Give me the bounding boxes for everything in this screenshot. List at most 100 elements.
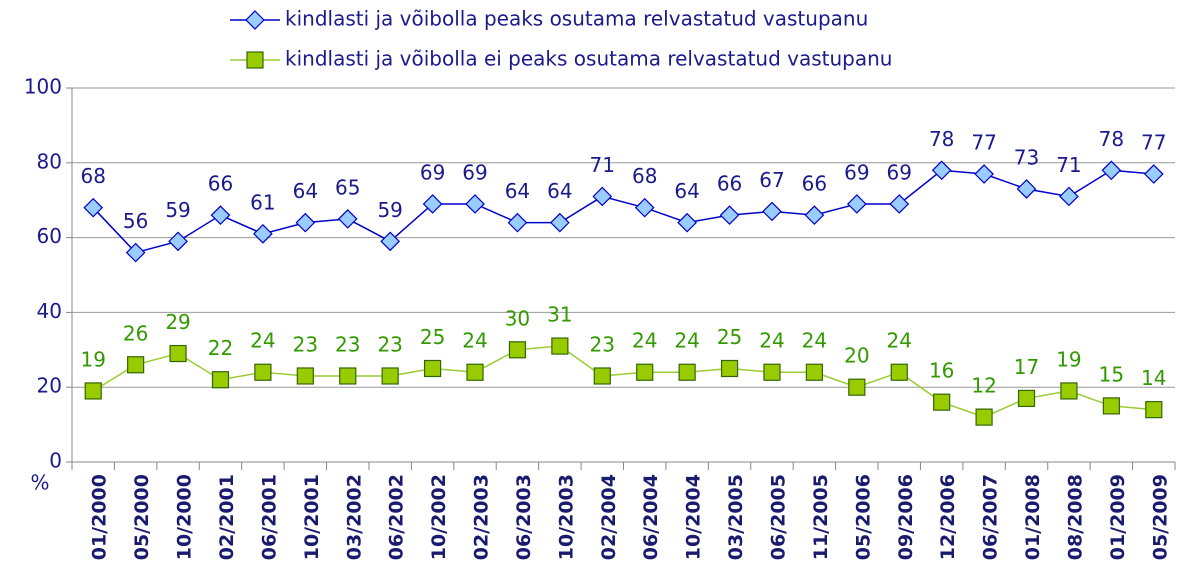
point: [1059, 186, 1079, 207]
data-label: 23: [335, 332, 360, 356]
data-label: 29: [165, 310, 190, 334]
data-label: 66: [208, 172, 233, 196]
x-tick-label: 12/2006: [937, 474, 959, 560]
point: [889, 194, 910, 214]
point: [933, 393, 951, 411]
point: [339, 367, 357, 385]
data-label: 61: [250, 190, 275, 214]
point: [83, 197, 104, 218]
data-label: 24: [802, 329, 827, 353]
point: [720, 359, 739, 378]
data-label: 16: [929, 359, 954, 383]
data-label: 64: [505, 179, 530, 203]
x-tick-label: 08/2008: [1064, 474, 1086, 560]
point: [890, 363, 908, 381]
point: [127, 356, 145, 374]
data-label: 77: [971, 131, 996, 155]
data-label: 64: [547, 179, 572, 203]
x-tick-label: 10/2004: [683, 474, 705, 560]
x-tick-label: 10/2000: [174, 474, 196, 560]
data-label: 14: [1141, 366, 1166, 390]
x-tick-label: 10/2001: [301, 474, 323, 560]
data-label: 24: [250, 329, 275, 353]
point: [423, 359, 442, 378]
point: [592, 186, 613, 207]
data-label: 31: [547, 303, 572, 327]
x-tick-label: 02/2004: [598, 474, 620, 560]
x-tick-label: 06/2001: [258, 474, 280, 560]
x-tick-label: 02/2001: [216, 474, 238, 560]
point: [678, 363, 696, 381]
data-label: 69: [887, 160, 912, 184]
point: [253, 224, 273, 244]
data-label: 30: [505, 306, 530, 330]
point: [84, 382, 102, 400]
x-tick-label: 06/2005: [767, 474, 789, 560]
point: [1101, 160, 1122, 181]
point: [846, 194, 867, 214]
data-label: 23: [590, 332, 615, 356]
point: [1143, 164, 1164, 184]
legend-label: kindlasti ja võibolla ei peaks osutama r…: [285, 47, 892, 71]
data-label: 22: [208, 336, 233, 360]
data-label: 24: [759, 329, 784, 353]
y-tick-label: 20: [37, 374, 62, 398]
data-label: 65: [335, 175, 360, 199]
data-label: 23: [377, 332, 402, 356]
data-label: 68: [632, 164, 657, 188]
x-tick-label: 01/2009: [1107, 474, 1129, 560]
point: [169, 344, 187, 363]
x-tick-label: 06/2002: [386, 474, 408, 560]
data-label: 68: [80, 164, 105, 188]
data-label: 26: [123, 321, 148, 345]
point: [381, 367, 399, 385]
legend-marker: [246, 51, 264, 69]
data-label: 69: [420, 160, 445, 184]
x-tick-label: 05/2009: [1149, 474, 1171, 560]
x-tick-label: 03/2002: [343, 474, 365, 560]
point: [551, 337, 569, 355]
legend-marker: [245, 10, 265, 30]
point: [593, 367, 611, 385]
data-label: 69: [462, 160, 487, 184]
data-label: 59: [377, 198, 402, 222]
data-label: 71: [590, 153, 615, 177]
point: [975, 408, 993, 426]
point: [762, 201, 782, 222]
y-tick-label: 40: [37, 299, 62, 323]
point: [465, 194, 485, 214]
data-label: 24: [887, 329, 912, 353]
data-label: 19: [80, 347, 105, 371]
data-label: 73: [1014, 145, 1039, 169]
point: [1060, 382, 1078, 400]
data-label: 23: [293, 332, 318, 356]
x-tick-label: 06/2004: [640, 474, 662, 560]
y-tick-label: 80: [37, 149, 62, 173]
point: [337, 209, 358, 229]
x-tick-label: 10/2002: [428, 474, 450, 560]
x-tick-label: 02/2003: [471, 474, 493, 560]
data-label: 78: [1099, 127, 1124, 151]
data-label: 19: [1056, 347, 1081, 371]
y-tick-label: 60: [37, 224, 62, 248]
data-label: 59: [165, 198, 190, 222]
data-label: 25: [717, 325, 742, 349]
x-tick-label: 05/2006: [852, 474, 874, 560]
x-tick-label: 11/2005: [810, 474, 832, 560]
y-tick-label: 0: [49, 449, 62, 473]
data-label: 67: [759, 168, 784, 192]
x-tick-label: 05/2000: [131, 474, 153, 560]
x-tick-label: 06/2003: [513, 474, 535, 560]
point: [974, 164, 994, 184]
point: [508, 341, 527, 359]
data-label: 24: [462, 329, 487, 353]
point: [295, 212, 316, 233]
point: [296, 367, 314, 385]
point: [1102, 397, 1120, 415]
point: [466, 363, 484, 381]
data-label: 56: [123, 209, 148, 233]
point: [931, 160, 952, 181]
data-label: 15: [1099, 362, 1124, 386]
point: [719, 205, 740, 226]
